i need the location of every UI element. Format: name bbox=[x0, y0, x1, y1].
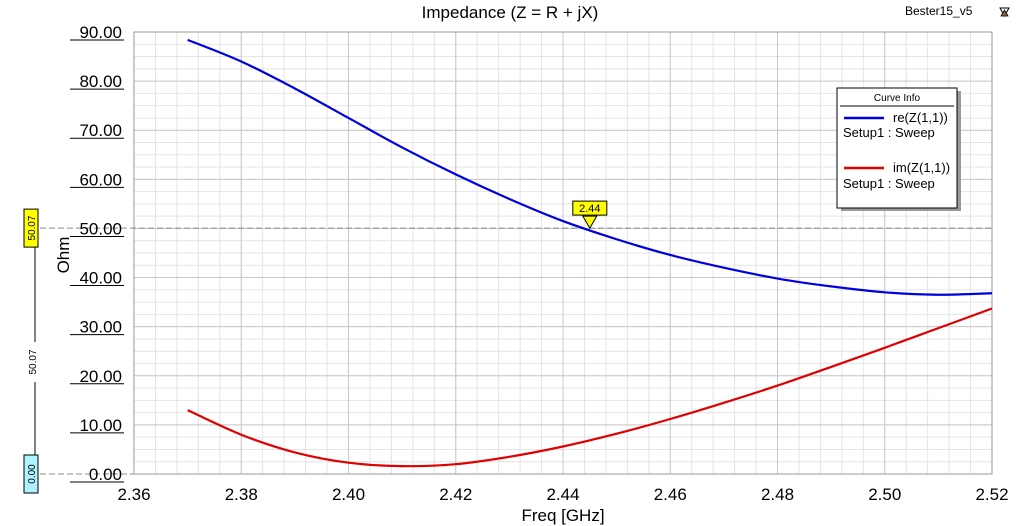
y-marker-label: 0.00 bbox=[27, 464, 38, 484]
x-tick-label: 2.38 bbox=[225, 485, 258, 504]
series-layer bbox=[187, 38, 993, 468]
x-tick-label: 2.50 bbox=[868, 485, 901, 504]
y-marker-top[interactable]: 50.07 bbox=[23, 208, 39, 248]
y-tick-label: 70.00 bbox=[79, 121, 122, 140]
plot-frame bbox=[133, 31, 993, 475]
y-axis-label: Ohm bbox=[54, 237, 73, 274]
y-tick-label: 40.00 bbox=[79, 269, 122, 288]
y-tick-label: 80.00 bbox=[79, 72, 122, 91]
legend-sublabel-re: Setup1 : Sweep bbox=[843, 125, 935, 140]
y-side-markers[interactable]: 50.07 0.00 bbox=[23, 208, 39, 494]
legend-label-re: re(Z(1,1)) bbox=[893, 110, 948, 125]
x-tick-label: 2.52 bbox=[975, 485, 1008, 504]
marker-label: 2.44 bbox=[579, 203, 600, 215]
marker-layer[interactable]: 2.44 bbox=[572, 200, 608, 230]
y-marker-box[interactable] bbox=[23, 208, 39, 248]
design-name: Bester15_v5 bbox=[905, 4, 973, 18]
x-tick-label: 2.36 bbox=[117, 485, 150, 504]
legend-title: Curve Info bbox=[874, 93, 921, 104]
y-tick-label: 30.00 bbox=[79, 318, 122, 337]
x-tick-label: 2.48 bbox=[761, 485, 794, 504]
x-tick-label: 2.46 bbox=[654, 485, 687, 504]
x-tick-label: 2.40 bbox=[332, 485, 365, 504]
delta-label: 50.07 bbox=[28, 349, 39, 374]
legend[interactable]: Curve Info re(Z(1,1)) Setup1 : Sweep im(… bbox=[836, 87, 961, 211]
y-tick-label: 20.00 bbox=[79, 367, 122, 386]
marker-triangle-icon[interactable] bbox=[581, 215, 598, 230]
y-marker-label: 50.07 bbox=[27, 215, 38, 240]
marker-box[interactable] bbox=[572, 200, 608, 216]
im-z11-line bbox=[187, 307, 993, 468]
y-tick-label: 50.00 bbox=[79, 219, 122, 238]
y-tick-label: 0.00 bbox=[89, 465, 122, 484]
legend-sublabel-im: Setup1 : Sweep bbox=[843, 176, 935, 191]
y-tick-label: 10.00 bbox=[79, 416, 122, 435]
y-marker-box[interactable] bbox=[23, 454, 39, 494]
axes: 2.36 2.38 2.40 2.42 2.44 2.46 2.48 2.50 2.52 0.00… bbox=[70, 23, 1009, 504]
x-tick-label: 2.42 bbox=[439, 485, 472, 504]
legend-label-im: im(Z(1,1)) bbox=[893, 160, 950, 175]
y-tick-label: 60.00 bbox=[79, 170, 122, 189]
logo-icon bbox=[999, 7, 1010, 18]
x-axis-label: Freq [GHz] bbox=[521, 506, 604, 525]
chart-title: Impedance (Z = R + jX) bbox=[422, 3, 599, 22]
y-marker-bottom[interactable]: 0.00 bbox=[23, 454, 39, 494]
y-tick-label: 90.00 bbox=[79, 23, 122, 42]
x-tick-label: 2.44 bbox=[546, 485, 579, 504]
re-z11-line bbox=[187, 38, 993, 296]
